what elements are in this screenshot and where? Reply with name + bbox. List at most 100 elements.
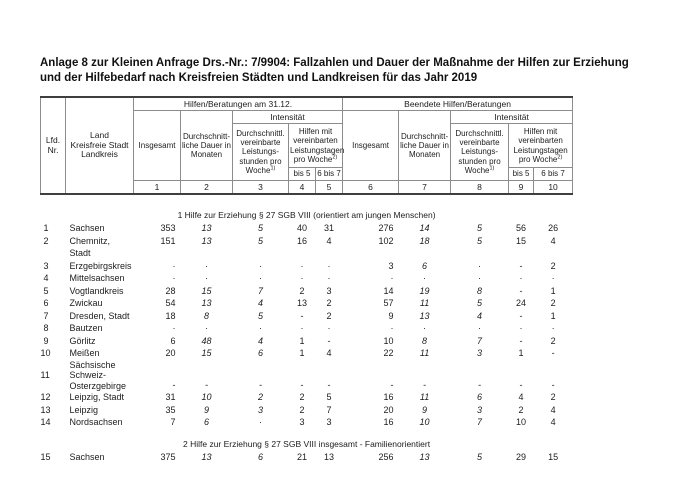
value-cell: 28 — [165, 285, 176, 296]
value-cell: 9 — [422, 404, 428, 415]
document-title-line-1: Anlage 8 zur Kleinen Anfrage Drs.-Nr.: 7… — [40, 57, 629, 69]
table-row: 7 Dresden, Stadt 18 8 5 - 2 9 13 4 - 1 — [41, 310, 573, 323]
value-cell: 2 — [326, 298, 332, 308]
value-cell: - — [327, 379, 331, 390]
row-number-cell: 5 — [43, 285, 49, 296]
value-cell: · — [327, 260, 331, 271]
value-cell: - — [300, 379, 304, 390]
value-cell: 35 — [165, 404, 176, 415]
row-number-cell: 6 — [43, 298, 49, 308]
region-name-cell: Nordsachsen — [69, 417, 123, 427]
col-header-6to7-ended: 6 bis 7 — [533, 167, 574, 181]
value-cell: 10 — [516, 417, 527, 427]
value-cell: 6 — [257, 451, 263, 462]
value-cell: - — [205, 379, 208, 390]
value-cell: · — [423, 273, 427, 283]
value-cell: · — [172, 260, 176, 271]
value-cell: · — [205, 273, 208, 283]
value-cell: 14 — [419, 223, 430, 233]
value-cell: 31 — [165, 392, 176, 402]
value-cell: 6 — [170, 335, 176, 346]
value-cell: · — [259, 323, 262, 333]
value-cell: 6 — [422, 260, 428, 271]
value-cell: 9 — [388, 310, 394, 321]
region-name-cell: Meißen — [69, 348, 100, 358]
value-cell: 40 — [296, 223, 307, 233]
value-cell: 15 — [516, 235, 527, 246]
value-cell: · — [390, 323, 394, 333]
col-group-days-current: Hilfen mit vereinbarten Leistungstagen p… — [287, 123, 344, 168]
value-cell: · — [259, 260, 262, 271]
value-cell: - — [551, 348, 555, 358]
table-row: 2 Chemnitz, Stadt 151 13 5 16 4 102 18 5 15 4 — [41, 235, 573, 260]
footnote-marker-1: 1) — [270, 165, 276, 172]
value-cell: 2 — [326, 310, 332, 321]
value-cell: 1 — [550, 285, 556, 296]
value-cell: 56 — [516, 223, 527, 233]
row-number-cell: 13 — [40, 404, 51, 415]
value-cell: · — [551, 273, 555, 283]
value-cell: 8 — [203, 310, 209, 321]
value-cell: 7 — [257, 285, 263, 296]
value-cell: - — [519, 379, 523, 390]
value-cell: · — [423, 323, 427, 333]
value-cell: 8 — [422, 335, 428, 346]
value-cell: 2 — [299, 285, 305, 296]
table-row: 3 Erzgebirgskreis · · · · · 3 6 · - 2 — [41, 260, 573, 273]
value-cell: 5 — [326, 392, 332, 402]
value-cell: 5 — [257, 223, 263, 233]
value-cell: 20 — [165, 348, 176, 358]
value-cell: 4 — [257, 298, 263, 308]
value-cell: 5 — [257, 235, 263, 246]
row-number-cell: 11 — [40, 370, 50, 380]
spacer-row — [41, 194, 573, 209]
value-cell: · — [551, 323, 555, 333]
value-cell: · — [519, 323, 523, 333]
value-cell: 2 — [299, 404, 305, 415]
col-group-ended-help: Beendete Hilfen/Beratungen — [342, 96, 574, 111]
value-cell: 15 — [201, 348, 212, 358]
value-cell: · — [300, 323, 304, 333]
value-cell: · — [478, 273, 482, 283]
value-cell: 10 — [201, 392, 212, 402]
value-cell: 4 — [550, 235, 556, 246]
row-number-cell: 3 — [43, 260, 49, 271]
row-number-cell: 7 — [43, 310, 49, 321]
col-header-total-current: Insgesamt — [133, 110, 181, 181]
region-name-cell: Erzgebirgskreis — [69, 260, 132, 271]
region-name-cell: Sächsische Schweiz-Osterzgebirge — [69, 359, 127, 391]
value-cell: 7 — [170, 417, 176, 427]
region-name-cell: Leipzig, Stadt — [69, 392, 125, 402]
value-cell: 375 — [160, 451, 176, 462]
value-cell: 11 — [419, 392, 430, 402]
document-title: Anlage 8 zur Kleinen Anfrage Drs.-Nr.: 7… — [40, 56, 672, 86]
value-cell: · — [300, 273, 304, 283]
value-cell: 16 — [296, 235, 307, 246]
footnote-marker-2: 2) — [557, 154, 563, 161]
value-cell: 2 — [550, 260, 556, 271]
value-cell: 13 — [201, 298, 212, 308]
value-cell: 4 — [550, 404, 556, 415]
value-cell: 151 — [160, 235, 176, 246]
value-cell: 4 — [518, 392, 524, 402]
value-cell: 4 — [326, 235, 332, 246]
col-group-current-help: Hilfen/Beratungen am 31.12. — [132, 96, 344, 111]
value-cell: 48 — [201, 335, 212, 346]
row-number-cell: 8 — [43, 323, 49, 333]
table-body: 1 Hilfe zur Erziehung § 27 SGB VIII (ori… — [41, 194, 573, 463]
document-title-line-2: und der Hilfebedarf nach Kreisfreien Stä… — [40, 72, 478, 84]
value-cell: 24 — [516, 298, 527, 308]
col-header-duration-current: Durchschnitt-liche Dauer in Monaten — [180, 110, 233, 181]
value-cell: - — [300, 310, 304, 321]
col-header-upto5-current: bis 5 — [288, 167, 316, 181]
value-cell: 11 — [419, 298, 430, 308]
table-row: 1 Sachsen 353 13 5 40 31 276 14 5 56 26 — [41, 222, 573, 235]
value-cell: 10 — [419, 417, 430, 427]
col-group-intensity-current: Intensität — [231, 110, 344, 124]
value-cell: 54 — [165, 298, 176, 308]
table-row: 12 Leipzig, Stadt 31 10 2 2 5 16 11 6 4 2 — [41, 391, 573, 404]
value-cell: 6 — [203, 417, 209, 427]
value-cell: 13 — [419, 451, 430, 462]
value-cell: 11 — [419, 348, 430, 358]
value-cell: · — [478, 323, 482, 333]
